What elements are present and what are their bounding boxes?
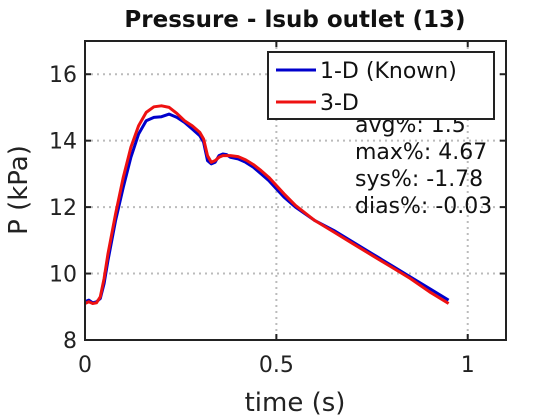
- y-tick-label-0: 8: [63, 329, 77, 354]
- legend-label-1d: 1-D (Known): [320, 59, 457, 84]
- y-tick-label-1: 10: [49, 263, 77, 288]
- chart-title: Pressure - lsub outlet (13): [124, 7, 465, 33]
- y-axis-label: P (kPa): [4, 145, 34, 235]
- x-tick-label-1: 0.5: [259, 353, 294, 378]
- x-axis-label: time (s): [245, 388, 346, 418]
- legend: 1-D (Known) 3-D: [267, 51, 495, 120]
- axis-ticks: 8 10 12 14 16 0 0.5 1: [49, 41, 506, 378]
- y-tick-label-4: 16: [49, 63, 77, 88]
- stat-max: max%: 4.67: [355, 140, 487, 165]
- y-tick-label-2: 12: [49, 196, 77, 221]
- legend-label-3d: 3-D: [320, 91, 359, 116]
- stat-sys: sys%: -1.78: [355, 167, 483, 192]
- series-line-3d: [84, 104, 450, 305]
- plot-frame: [84, 40, 507, 341]
- legend-box: [267, 51, 495, 120]
- series-layer: [84, 104, 450, 305]
- x-tick-label-2: 1: [461, 353, 475, 378]
- stat-dias: dias%: -0.03: [355, 194, 492, 219]
- x-tick-label-0: 0: [78, 353, 92, 378]
- stats-annotations: avg%: 1.5 max%: 4.67 sys%: -1.78 dias%: …: [355, 113, 492, 219]
- y-tick-label-3: 14: [49, 130, 77, 155]
